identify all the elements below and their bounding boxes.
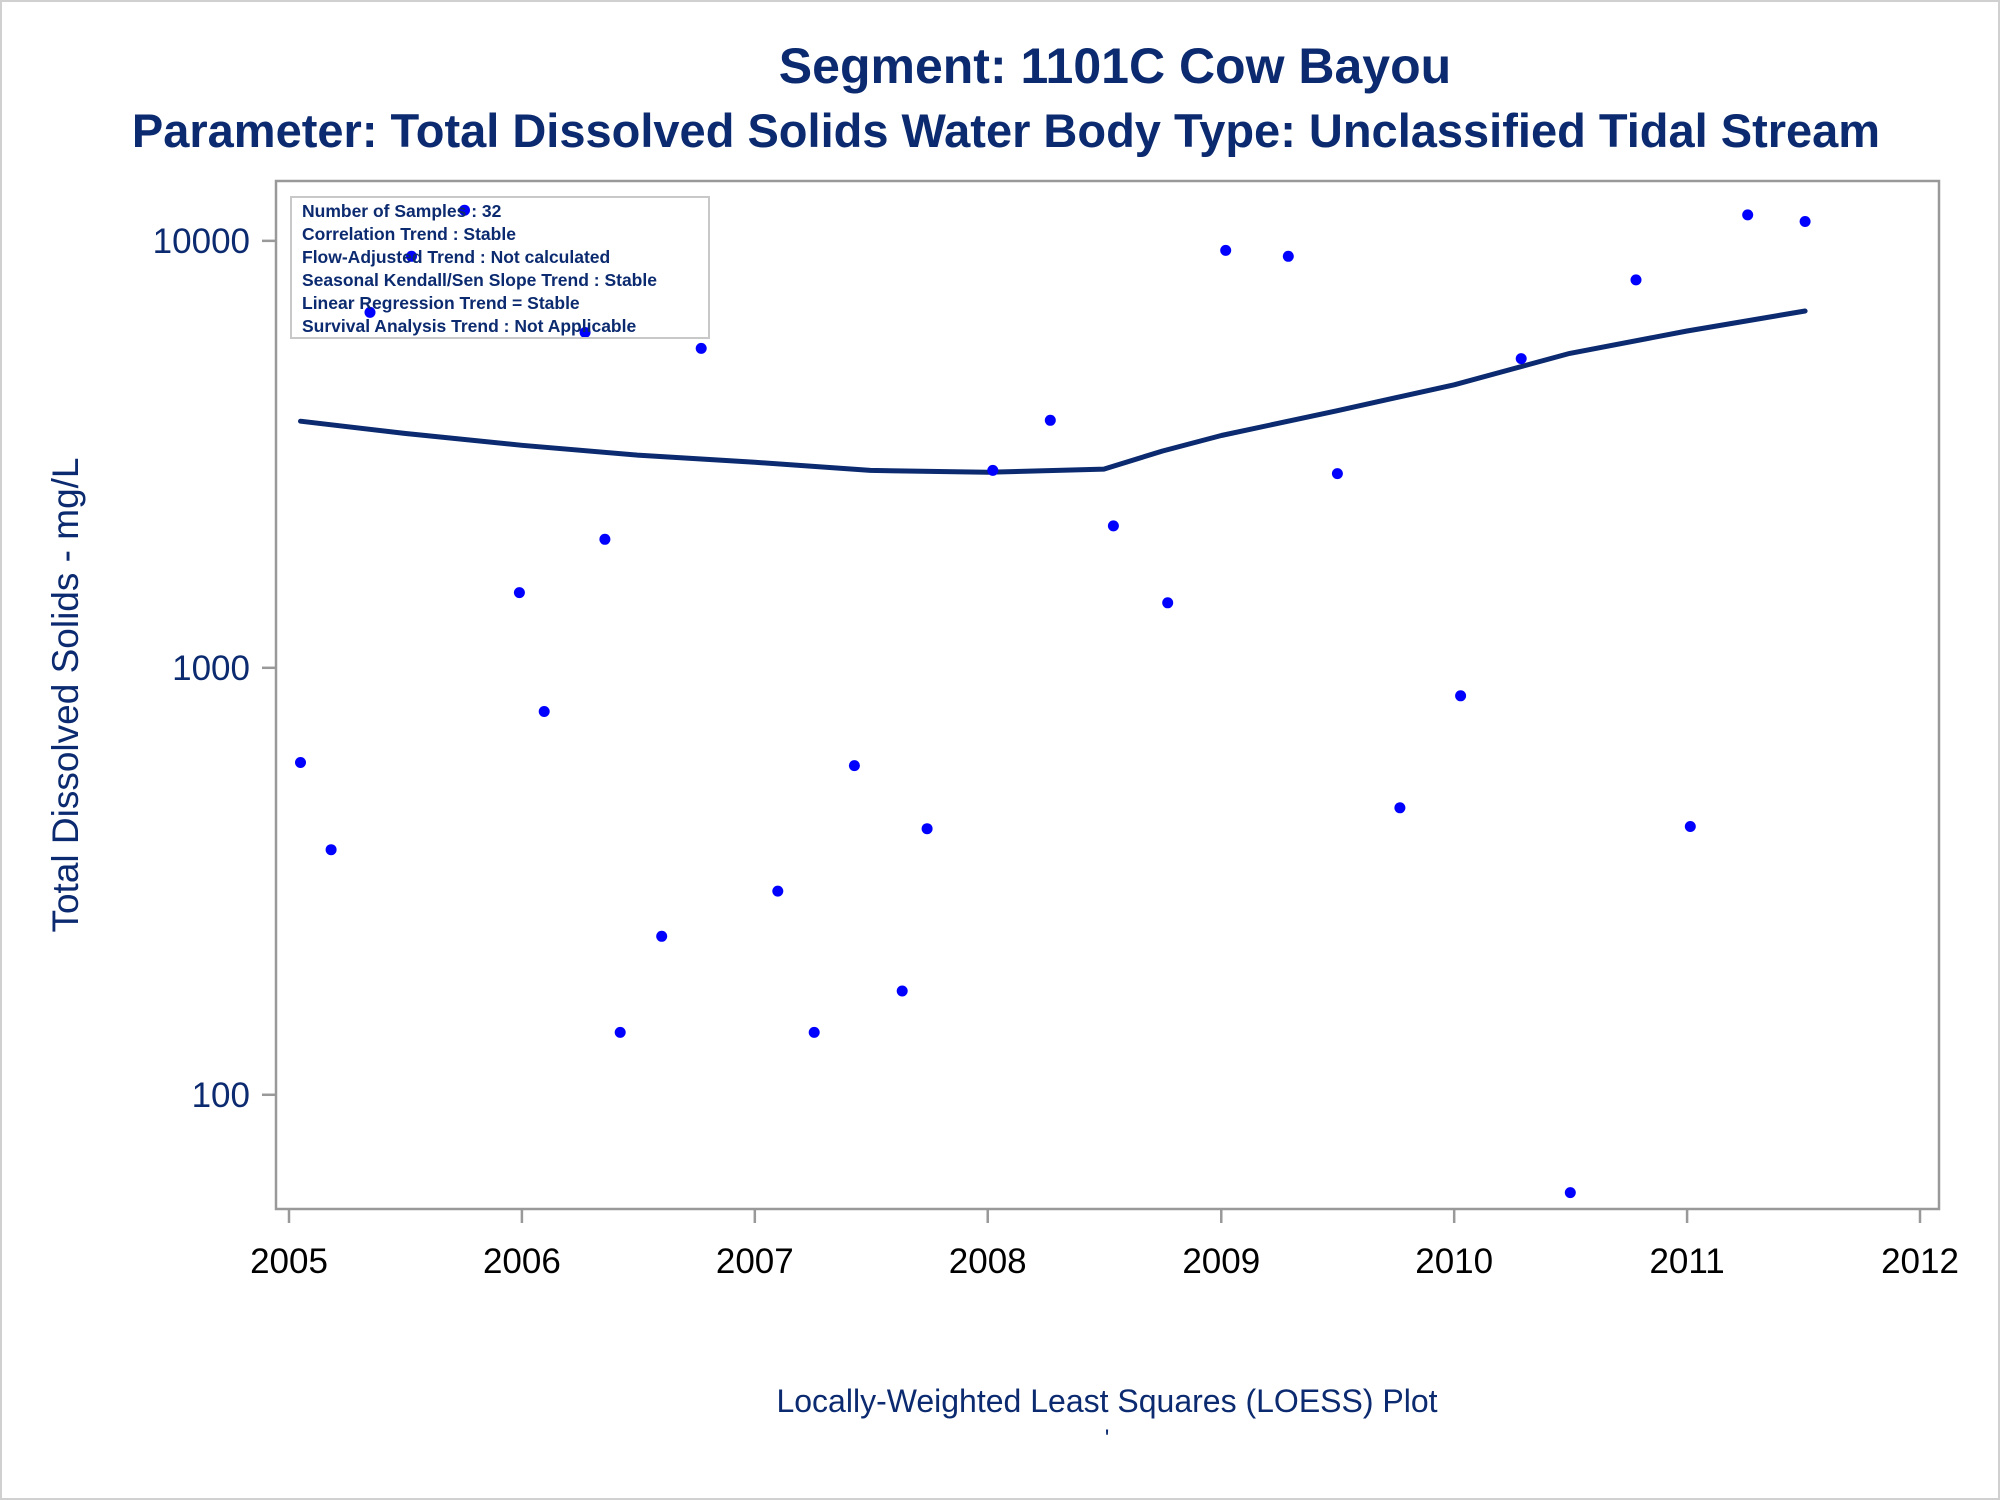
- stats-box: Number of Samples : 32 Correlation Trend…: [290, 196, 710, 339]
- y-axis: 100 1000 10000: [153, 222, 276, 1115]
- data-point: [295, 757, 306, 768]
- data-point: [513, 587, 525, 599]
- data-point: [772, 885, 784, 897]
- x-tick-label: 2011: [1649, 1242, 1724, 1281]
- data-point: [364, 306, 376, 318]
- data-point: [459, 204, 470, 216]
- x-axis: 2005 2006 2007 2008 2009 2010 2011 2012: [250, 1209, 1959, 1281]
- x-tick-label: 2006: [483, 1242, 561, 1281]
- x-tick-label: 2007: [716, 1242, 794, 1281]
- points-layer: [295, 204, 1811, 1199]
- stats-line-flow-adjusted: Flow-Adjusted Trend : Not calculated: [302, 247, 610, 267]
- data-point: [1331, 468, 1343, 480]
- data-point: [406, 250, 417, 262]
- data-point: [1455, 690, 1467, 702]
- data-point: [896, 985, 908, 997]
- stats-line-survival: Survival Analysis Trend : Not Applicable: [302, 316, 636, 336]
- stats-box-frame: [290, 196, 710, 339]
- x-tick-label: 2012: [1881, 1242, 1959, 1281]
- y-tick-label: 1000: [172, 649, 250, 688]
- data-point: [579, 327, 591, 338]
- data-point: [1742, 209, 1754, 221]
- stats-line-seasonal-kendall: Seasonal Kendall/Sen Slope Trend : Stabl…: [302, 270, 657, 290]
- footnote: ': [1105, 1425, 1110, 1452]
- y-tick-label: 10000: [153, 222, 250, 261]
- x-tick-label: 2008: [949, 1242, 1027, 1281]
- data-point: [921, 823, 933, 835]
- data-point: [599, 533, 611, 545]
- data-point: [1282, 250, 1294, 262]
- y-tick-label: 100: [192, 1076, 250, 1115]
- data-point: [1630, 274, 1642, 286]
- data-point: [1394, 802, 1406, 814]
- chart-title: Segment: 1101C Cow Bayou: [779, 38, 1451, 94]
- x-tick-label: 2009: [1182, 1242, 1260, 1281]
- data-point: [848, 760, 860, 772]
- stats-line-linear-regression: Linear Regression Trend = Stable: [302, 293, 580, 313]
- loess-layer: [298, 308, 1808, 475]
- x-tick-label: 2005: [250, 1242, 328, 1281]
- plot-area: [274, 179, 1941, 1211]
- data-point: [1162, 597, 1174, 609]
- data-point: [808, 1026, 820, 1038]
- data-point: [1044, 414, 1056, 426]
- data-point: [1515, 353, 1527, 365]
- data-point: [656, 930, 668, 942]
- data-point: [1107, 520, 1119, 532]
- data-point: [1684, 821, 1696, 832]
- data-point: [614, 1026, 626, 1038]
- data-point: [1220, 244, 1232, 256]
- stats-line-samples: Number of Samples : 32: [302, 201, 502, 221]
- data-point: [1564, 1187, 1576, 1199]
- chart-subtitle: Parameter: Total Dissolved Solids Water …: [132, 104, 1880, 157]
- data-point: [538, 706, 550, 717]
- y-axis-label: Total Dissolved Solids - mg/L: [45, 457, 86, 932]
- data-point: [695, 342, 707, 354]
- loess-line: [298, 308, 1808, 475]
- x-tick-label: 2010: [1415, 1242, 1493, 1281]
- data-point: [1799, 216, 1811, 227]
- data-point: [325, 844, 337, 856]
- x-axis-label: Locally-Weighted Least Squares (LOESS) P…: [776, 1383, 1437, 1419]
- stats-line-correlation: Correlation Trend : Stable: [302, 224, 516, 244]
- data-point: [987, 464, 999, 476]
